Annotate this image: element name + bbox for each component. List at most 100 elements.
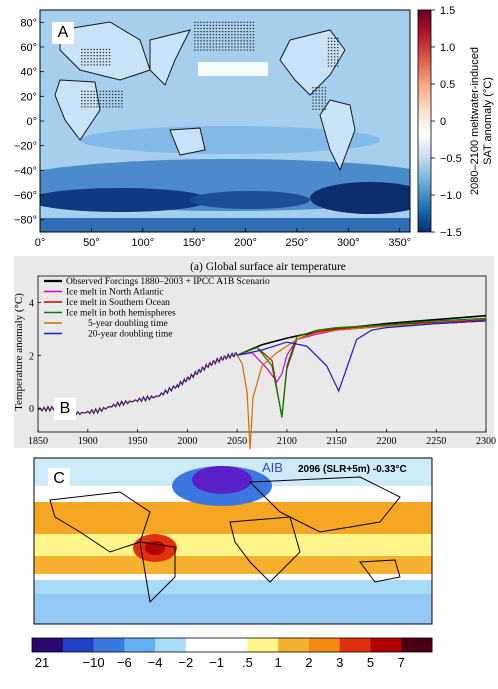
stipple-dot	[111, 90, 114, 92]
stipple-dot	[105, 48, 108, 51]
stipple-dot	[246, 43, 248, 45]
stipple-dot	[105, 51, 108, 54]
colorbar-tick-label-c: 5	[367, 655, 374, 670]
southern-cool-band	[34, 580, 432, 594]
colorbar-ticks-c: 21 −10 −6 −4 −2 −1 .5 1 2 3 5 7	[35, 655, 405, 670]
stipple-dot	[105, 106, 108, 108]
significance-stipples	[81, 21, 339, 110]
stipple-dot	[200, 46, 202, 48]
stipple-dot	[315, 93, 317, 95]
stipple-dot	[337, 53, 339, 55]
stipple-dot	[315, 99, 317, 101]
stipple-dot	[221, 37, 224, 39]
stipple-dot	[118, 90, 120, 92]
line-chart-b: (a) Global surface air temperature Obser…	[13, 256, 496, 450]
stipple-dot	[225, 37, 227, 39]
stipple-dot	[231, 46, 233, 48]
stipple-dot	[212, 40, 215, 42]
colorbar-cell-c	[155, 638, 187, 652]
stipple-dot	[321, 90, 324, 92]
colorbar-label-a-line1: 2080–2100 meltwater-induced	[469, 47, 481, 195]
stipple-dot	[200, 21, 202, 23]
continent-outline-east-asia	[149, 29, 191, 86]
stipple-dot	[96, 103, 98, 105]
stipple-dot	[249, 49, 252, 51]
colorbar-ticks-a: 1.5 1.0 0.5 0 −0.5 −1.0 −1.5	[431, 5, 462, 239]
stipple-dot	[234, 46, 236, 48]
stipple-dot	[315, 108, 317, 110]
colorbar-cell-c	[124, 638, 156, 652]
stipple-dot	[87, 100, 89, 102]
stipple-dot	[212, 49, 215, 51]
stipple-dot	[209, 40, 211, 42]
stipple-dot	[218, 43, 221, 45]
stipple-dot	[228, 49, 230, 51]
continent-outline-north-america-c	[49, 491, 151, 553]
stipple-dot	[121, 103, 123, 105]
stipple-dot	[312, 99, 314, 101]
y-tick-label-a: −40°	[14, 165, 37, 177]
colorbar-cell-c	[308, 638, 341, 652]
stipple-dot	[108, 103, 111, 105]
stipple-dot	[203, 34, 205, 36]
stipple-dot	[105, 90, 108, 92]
stipple-dot	[115, 93, 117, 96]
stipple-dot	[215, 49, 218, 51]
stipple-dot	[90, 103, 92, 105]
colorbar-tick-label-a: −1.5	[440, 227, 462, 239]
stipple-dot	[197, 30, 199, 33]
stipple-dot	[108, 90, 111, 92]
stipple-dot	[90, 51, 92, 54]
stipple-dot	[243, 37, 245, 39]
stipple-dot	[93, 100, 95, 102]
stipple-dot	[121, 90, 123, 92]
stipple-dot	[231, 40, 233, 42]
stipple-dot	[228, 40, 230, 42]
stipple-dot	[228, 37, 230, 39]
stipple-dot	[231, 34, 233, 36]
stipple-dot	[318, 90, 320, 92]
stipple-dot	[87, 55, 89, 57]
colorbar-tick-label-c: 7	[398, 655, 405, 670]
colorbar-label-a-line2: SAT anomaly (°C)	[482, 77, 494, 165]
colorbar-cell-c	[247, 638, 279, 652]
x-ticks-b: 1850 1900 1950 2000 2050 2100 2150 2200 2250 2300	[28, 429, 496, 447]
stipple-dot	[200, 37, 202, 39]
colorbar-cell-c	[93, 638, 125, 652]
stipple-dot	[197, 49, 199, 51]
stipple-dot	[81, 90, 83, 92]
stipple-dot	[96, 100, 98, 102]
colorbar-tick-label-c: 2	[305, 655, 312, 670]
x-tick-label-b: 2200	[376, 436, 396, 447]
stipple-dot	[90, 58, 92, 60]
stipple-dot	[225, 40, 227, 42]
stipple-dot	[231, 37, 233, 39]
stipple-dot	[237, 46, 239, 48]
antarctic-strip	[40, 218, 410, 232]
colorbar-tick-label-a: −0.5	[440, 153, 462, 165]
stipple-dot	[225, 49, 227, 51]
stipple-dot	[96, 106, 98, 108]
stipple-dot	[240, 49, 242, 51]
stipple-dot	[194, 49, 196, 51]
stipple-dot	[108, 100, 111, 102]
stipple-dot	[249, 27, 252, 30]
stipple-dot	[96, 51, 98, 54]
stipple-dot	[84, 55, 86, 57]
stipple-dot	[237, 27, 239, 30]
stipple-dot	[240, 30, 242, 33]
stipple-dot	[337, 40, 339, 43]
stipple-dot	[215, 30, 218, 33]
stipple-dot	[321, 108, 324, 110]
stipple-dot	[225, 34, 227, 36]
stipple-dot	[321, 105, 324, 107]
stipple-dot	[209, 37, 211, 39]
stipple-dot	[93, 93, 95, 96]
legend-label: 20-year doubling time	[88, 330, 172, 340]
stipple-dot	[197, 27, 199, 30]
x-tick-label-b: 1950	[128, 436, 148, 447]
stipple-dot	[87, 106, 89, 108]
series-line-5	[236, 320, 487, 393]
stipple-dot	[225, 27, 227, 30]
stipple-dot	[90, 93, 92, 96]
